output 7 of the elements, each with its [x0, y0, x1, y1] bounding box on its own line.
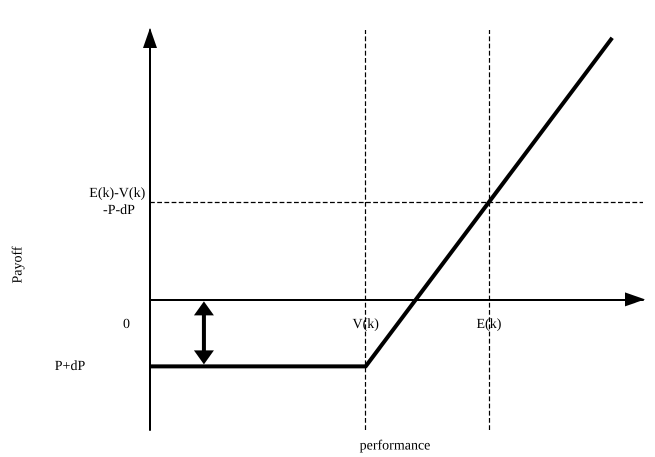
- text: Payoff: [10, 246, 26, 284]
- text: P+dP: [54, 358, 86, 374]
- x-tick-label: 0: [123, 316, 130, 332]
- text: performance: [360, 438, 430, 454]
- x-tick-label: V(k): [352, 316, 380, 332]
- ref-line-label: E(k)-V(k) -P-dP: [89, 186, 149, 218]
- x-tick-label: E(k): [476, 316, 502, 332]
